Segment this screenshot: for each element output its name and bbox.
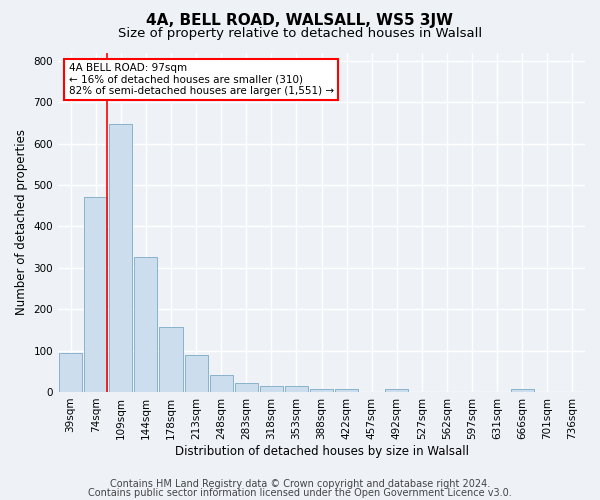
Bar (185, 354, 208, 392)
Bar (511, 388, 534, 392)
Text: 4A, BELL ROAD, WALSALL, WS5 3JW: 4A, BELL ROAD, WALSALL, WS5 3JW (146, 12, 454, 28)
Text: Size of property relative to detached houses in Walsall: Size of property relative to detached ho… (118, 28, 482, 40)
Text: 4A BELL ROAD: 97sqm
← 16% of detached houses are smaller (310)
82% of semi-detac: 4A BELL ROAD: 97sqm ← 16% of detached ho… (68, 62, 334, 96)
Text: Contains public sector information licensed under the Open Government Licence v3: Contains public sector information licen… (88, 488, 512, 498)
Bar (335, 388, 358, 392)
Bar (310, 388, 333, 392)
Bar (109, 124, 133, 392)
X-axis label: Distribution of detached houses by size in Walsall: Distribution of detached houses by size … (175, 444, 469, 458)
Bar (59, 352, 82, 392)
Bar (285, 386, 308, 392)
Bar (235, 383, 258, 392)
Bar (385, 388, 409, 392)
Y-axis label: Number of detached properties: Number of detached properties (15, 129, 28, 315)
Bar (84, 198, 107, 392)
Bar (209, 376, 233, 392)
Bar (134, 258, 157, 392)
Bar (260, 386, 283, 392)
Bar (160, 327, 182, 392)
Text: Contains HM Land Registry data © Crown copyright and database right 2024.: Contains HM Land Registry data © Crown c… (110, 479, 490, 489)
